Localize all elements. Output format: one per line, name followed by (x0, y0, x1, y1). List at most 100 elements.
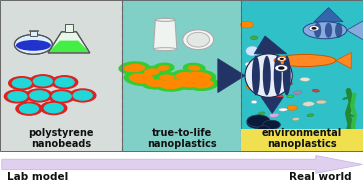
Ellipse shape (175, 72, 192, 79)
Ellipse shape (279, 108, 287, 111)
Ellipse shape (176, 69, 216, 86)
Bar (0, 0, 122, 151)
Polygon shape (49, 41, 89, 52)
Ellipse shape (193, 80, 214, 88)
Ellipse shape (154, 48, 177, 51)
Ellipse shape (181, 72, 211, 83)
Ellipse shape (144, 68, 160, 75)
Circle shape (280, 58, 284, 60)
Circle shape (29, 90, 49, 101)
Ellipse shape (247, 117, 269, 129)
Ellipse shape (342, 131, 349, 134)
Ellipse shape (274, 54, 336, 67)
Circle shape (40, 101, 68, 115)
Circle shape (263, 120, 280, 129)
Circle shape (19, 103, 39, 114)
Ellipse shape (188, 65, 201, 71)
Ellipse shape (348, 114, 354, 117)
Ellipse shape (177, 79, 200, 87)
Text: Real world: Real world (289, 172, 352, 181)
Ellipse shape (283, 56, 291, 95)
Ellipse shape (123, 64, 145, 72)
Ellipse shape (316, 100, 326, 104)
Circle shape (8, 76, 36, 90)
Ellipse shape (249, 74, 256, 77)
Bar (241, 0, 363, 151)
Polygon shape (336, 52, 351, 68)
Ellipse shape (293, 91, 302, 94)
Ellipse shape (124, 71, 159, 86)
Circle shape (69, 88, 97, 103)
Ellipse shape (183, 63, 206, 73)
Circle shape (258, 125, 269, 132)
Text: true-to-life
nanoplastics: true-to-life nanoplastics (147, 128, 216, 149)
Circle shape (48, 89, 76, 104)
Ellipse shape (292, 118, 299, 120)
Ellipse shape (160, 79, 185, 89)
Polygon shape (347, 20, 363, 41)
Ellipse shape (245, 54, 292, 97)
Ellipse shape (300, 77, 310, 81)
Ellipse shape (16, 40, 51, 51)
Ellipse shape (335, 23, 342, 38)
Ellipse shape (152, 63, 175, 74)
Circle shape (15, 101, 43, 116)
Ellipse shape (183, 30, 213, 50)
Ellipse shape (265, 101, 272, 103)
Circle shape (277, 57, 286, 61)
Polygon shape (48, 32, 90, 53)
Text: polystyrene
nanobeads: polystyrene nanobeads (28, 128, 94, 149)
Polygon shape (261, 97, 283, 113)
Ellipse shape (272, 70, 280, 73)
Ellipse shape (307, 114, 314, 117)
Ellipse shape (240, 21, 253, 28)
Ellipse shape (188, 77, 219, 91)
Ellipse shape (246, 85, 255, 89)
Ellipse shape (342, 97, 349, 100)
Ellipse shape (250, 36, 258, 40)
Ellipse shape (118, 61, 150, 75)
Ellipse shape (172, 76, 205, 90)
Ellipse shape (314, 23, 321, 38)
Ellipse shape (252, 56, 260, 95)
Polygon shape (218, 59, 245, 93)
Bar (122, 0, 241, 151)
Ellipse shape (246, 46, 259, 56)
Circle shape (33, 76, 53, 87)
Ellipse shape (287, 105, 297, 110)
Bar (0, 0, 122, 151)
Polygon shape (154, 20, 177, 49)
Circle shape (51, 75, 78, 89)
Circle shape (275, 65, 288, 71)
Bar (0, 0, 122, 151)
Bar (122, 0, 241, 151)
Circle shape (25, 88, 53, 103)
Polygon shape (314, 8, 343, 22)
Ellipse shape (276, 94, 283, 98)
Circle shape (52, 91, 72, 102)
Ellipse shape (245, 62, 252, 66)
Bar (30, 31, 37, 36)
Circle shape (15, 35, 52, 54)
Circle shape (44, 103, 64, 113)
Ellipse shape (139, 66, 165, 78)
Ellipse shape (264, 121, 280, 129)
Ellipse shape (154, 72, 180, 83)
Text: environmental
nanoplastics: environmental nanoplastics (262, 128, 342, 149)
Ellipse shape (258, 112, 265, 115)
Circle shape (73, 90, 93, 101)
Ellipse shape (303, 22, 347, 39)
Circle shape (309, 26, 319, 31)
Ellipse shape (251, 101, 257, 104)
Bar (29, 30, 37, 31)
Circle shape (7, 91, 28, 102)
Ellipse shape (269, 85, 279, 89)
Ellipse shape (303, 102, 314, 106)
Text: Lab model: Lab model (7, 172, 69, 181)
Ellipse shape (269, 113, 279, 117)
Ellipse shape (281, 81, 293, 85)
Ellipse shape (155, 76, 190, 92)
Ellipse shape (187, 32, 209, 47)
Circle shape (4, 89, 31, 104)
Ellipse shape (261, 89, 269, 92)
